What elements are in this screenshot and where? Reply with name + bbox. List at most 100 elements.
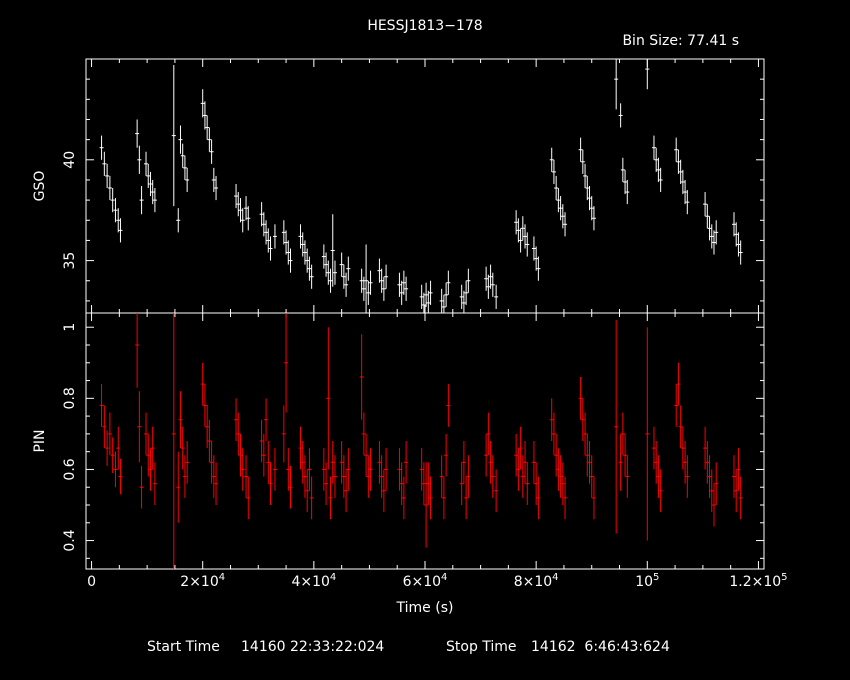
pin-data-point bbox=[520, 455, 525, 498]
gso-data-point bbox=[424, 282, 429, 307]
gso-data-point bbox=[116, 208, 121, 233]
pin-data-point bbox=[236, 412, 241, 456]
x-tick-label: 0 bbox=[87, 574, 96, 590]
pin-data-point bbox=[494, 469, 499, 513]
pin-data-point bbox=[461, 441, 466, 484]
x-tick-labels: 0 2×104 4×104 6×104 8×104 105 1.2×105 bbox=[87, 572, 787, 590]
pin-data-point bbox=[656, 455, 661, 498]
pin-data-point bbox=[683, 441, 688, 484]
pin-data-point bbox=[490, 455, 495, 498]
gso-data-point bbox=[488, 264, 493, 289]
gso-panel-frame bbox=[85, 58, 765, 314]
pin-data-point bbox=[339, 441, 344, 484]
gso-data-point bbox=[651, 135, 656, 160]
gso-data-point bbox=[676, 149, 681, 174]
gso-data-point bbox=[439, 288, 444, 313]
pin-data-point bbox=[466, 455, 471, 498]
gso-data-point bbox=[211, 167, 216, 193]
pin-data-point bbox=[377, 441, 382, 484]
gso-y-axis-label: GSO bbox=[32, 171, 48, 202]
pin-data-point bbox=[488, 441, 493, 484]
gso-data-point bbox=[578, 137, 583, 162]
gso-data-point bbox=[214, 175, 219, 201]
pin-data-point bbox=[268, 462, 273, 505]
gso-data-point bbox=[330, 214, 335, 287]
gso-data-point bbox=[428, 280, 433, 305]
pin-y-tick-label: 0.6 bbox=[62, 458, 78, 480]
gso-data-point bbox=[207, 127, 212, 152]
gso-data-point bbox=[377, 258, 382, 283]
gso-data-point bbox=[591, 206, 596, 231]
gso-data-point bbox=[738, 240, 743, 265]
pin-data-point bbox=[305, 469, 310, 513]
pin-data-point bbox=[401, 476, 406, 520]
pin-data-point bbox=[441, 476, 446, 520]
pin-data-point bbox=[426, 462, 431, 505]
pin-data-point bbox=[244, 455, 249, 498]
pin-data-point bbox=[146, 433, 151, 477]
pin-data-point bbox=[359, 334, 364, 420]
gso-data-point bbox=[381, 276, 386, 301]
gso-data-point bbox=[268, 236, 273, 261]
gso-data-point bbox=[426, 290, 431, 313]
pin-data-point bbox=[516, 448, 521, 491]
pin-data-point bbox=[736, 448, 741, 491]
pin-data-point bbox=[344, 469, 349, 513]
pin-data-point bbox=[102, 405, 107, 449]
pin-data-point bbox=[281, 405, 286, 463]
pin-data-point bbox=[150, 426, 155, 470]
gso-data-point bbox=[446, 270, 451, 295]
gso-data-point bbox=[302, 240, 307, 265]
stop-time-label: Stop Time bbox=[446, 639, 517, 655]
pin-data-point bbox=[346, 448, 351, 491]
pin-data-point bbox=[654, 441, 659, 484]
gso-data-point bbox=[560, 204, 565, 229]
gso-data-point bbox=[711, 230, 716, 255]
pin-data-point bbox=[246, 476, 251, 520]
pin-data-point bbox=[144, 412, 149, 456]
chart-title: HESSJ1813−178 bbox=[367, 18, 482, 34]
gso-data-point bbox=[459, 284, 464, 309]
pin-data-point bbox=[731, 455, 736, 498]
gso-data-point bbox=[419, 284, 424, 309]
gso-data-point bbox=[614, 59, 619, 110]
pin-data-point bbox=[618, 433, 623, 491]
pin-data-point bbox=[214, 462, 219, 505]
gso-data-point bbox=[118, 218, 123, 243]
pin-data-point bbox=[178, 391, 183, 449]
pin-data-point bbox=[240, 448, 245, 491]
gso-y-tick-label: 40 bbox=[62, 151, 78, 169]
pin-data-point bbox=[591, 476, 596, 520]
pin-panel-frame bbox=[85, 312, 765, 570]
gso-data-point bbox=[484, 266, 489, 291]
pin-y-axis-label: PIN bbox=[32, 429, 48, 452]
gso-data-point bbox=[444, 282, 449, 307]
gso-data-point bbox=[272, 224, 277, 249]
pin-data-point bbox=[364, 433, 369, 477]
gso-data-point bbox=[401, 270, 406, 295]
gso-data-point bbox=[359, 268, 364, 293]
gso-data-point bbox=[361, 276, 366, 301]
x-tick-label: 8×104 bbox=[514, 572, 559, 590]
x-tick-label: 4×104 bbox=[291, 572, 336, 590]
gso-data-point bbox=[339, 252, 344, 277]
gso-data-point bbox=[563, 212, 568, 237]
pin-data-point bbox=[266, 441, 271, 484]
gso-data-point bbox=[589, 196, 594, 221]
gso-data-point bbox=[264, 220, 269, 245]
gso-data-point bbox=[731, 212, 736, 237]
gso-data-point bbox=[558, 196, 563, 221]
pin-data-point bbox=[397, 448, 402, 491]
gso-data-point bbox=[284, 230, 289, 255]
gso-data-point bbox=[176, 208, 181, 233]
gso-data-point bbox=[714, 220, 719, 245]
gso-data-point bbox=[531, 236, 536, 261]
pin-series bbox=[99, 313, 743, 569]
gso-data-point bbox=[466, 268, 471, 293]
gso-data-point bbox=[490, 272, 495, 297]
pin-data-point bbox=[200, 362, 205, 406]
gso-data-point bbox=[397, 272, 402, 297]
gso-data-point bbox=[518, 228, 523, 253]
start-time-value: 14160 22:33:22:024 bbox=[241, 639, 384, 655]
